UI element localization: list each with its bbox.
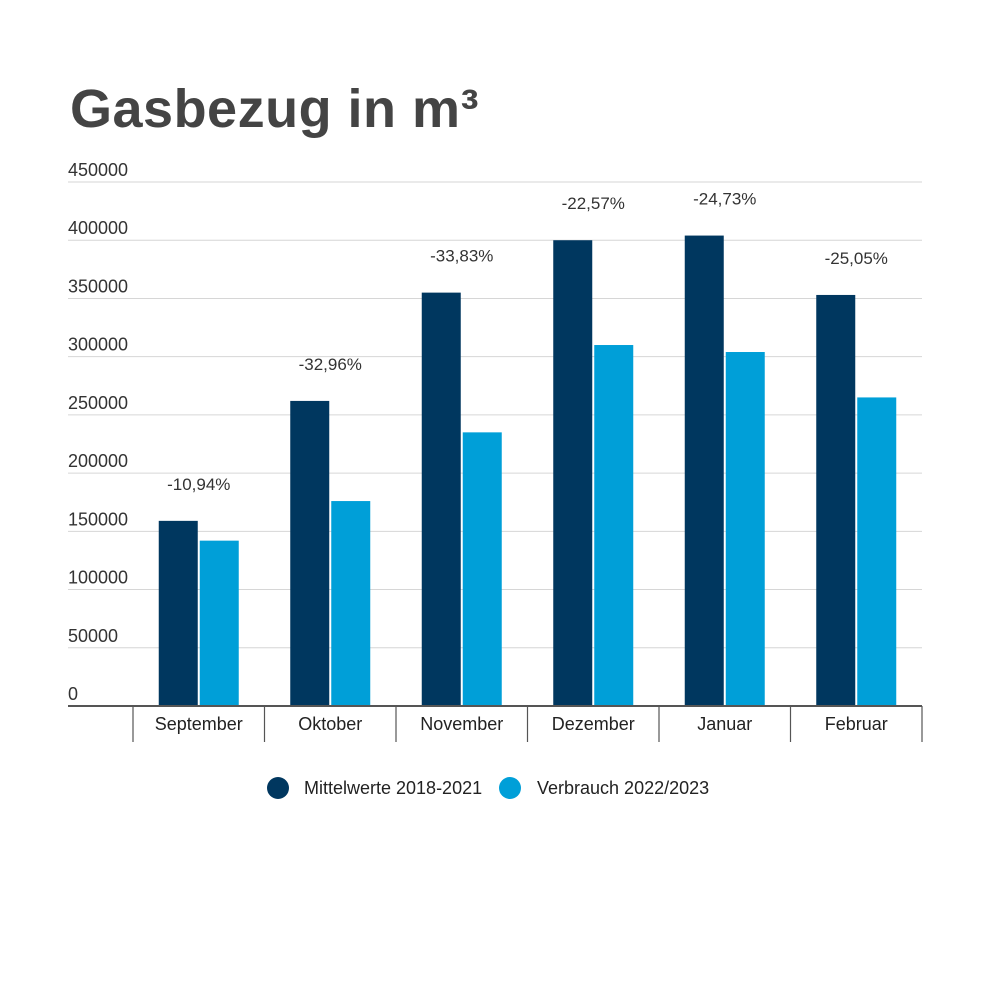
bar-verbrauch-oktober — [331, 501, 371, 706]
percent-change-label: -25,05% — [825, 249, 888, 268]
percent-change-label: -10,94% — [167, 475, 230, 494]
y-tick-label: 100000 — [68, 568, 128, 588]
y-tick-label: 400000 — [68, 218, 128, 238]
y-tick-label: 300000 — [68, 335, 128, 355]
bar-mittelwerte-februar — [816, 294, 856, 706]
y-axis-ticks: 0 50000 100000 150000 200000 250000 300000 3500… — [68, 160, 128, 704]
legend-label: Verbrauch 2022/2023 — [537, 778, 709, 798]
y-tick-label: 200000 — [68, 451, 128, 471]
legend-marker — [499, 777, 521, 799]
x-axis: September Oktober November Dezember Januar Fe… — [68, 705, 923, 742]
bar-verbrauch-september — [199, 540, 239, 706]
bars — [158, 235, 897, 706]
x-tick-label: Oktober — [298, 714, 362, 734]
bar-mittelwerte-januar — [684, 235, 724, 706]
bar-mittelwerte-dezember — [553, 240, 593, 706]
x-tick-label: Dezember — [552, 714, 635, 734]
y-tick-label: 50000 — [68, 626, 118, 646]
y-tick-label: 350000 — [68, 276, 128, 296]
bar-mittelwerte-september — [158, 520, 198, 706]
bar-mittelwerte-november — [421, 292, 461, 706]
percent-change-label: -33,83% — [430, 247, 493, 266]
bar-mittelwerte-oktober — [290, 400, 330, 706]
bar-verbrauch-dezember — [594, 345, 634, 706]
chart-title: Gasbezug in m³ — [70, 79, 480, 139]
percent-change-label: -22,57% — [562, 194, 625, 213]
legend-label: Mittelwerte 2018-2021 — [304, 778, 482, 798]
legend: Mittelwerte 2018-2021 Verbrauch 2022/2023 — [267, 777, 709, 799]
y-tick-label: 150000 — [68, 509, 128, 529]
legend-marker — [267, 777, 289, 799]
percent-change-label: -24,73% — [693, 190, 756, 209]
y-tick-label: 0 — [68, 684, 78, 704]
bar-verbrauch-november — [462, 432, 502, 706]
x-tick-label: Januar — [697, 714, 752, 734]
percent-change-label: -32,96% — [299, 355, 362, 374]
bar-verbrauch-januar — [725, 352, 765, 706]
x-tick-label: November — [420, 714, 503, 734]
annotations: -10,94% -32,96% -33,83% -22,57% -24,73% -25,0… — [167, 190, 888, 494]
y-tick-label: 250000 — [68, 393, 128, 413]
x-tick-label: September — [155, 714, 243, 734]
bar-verbrauch-februar — [857, 397, 897, 706]
x-tick-label: Februar — [825, 714, 888, 734]
y-tick-label: 450000 — [68, 160, 128, 180]
